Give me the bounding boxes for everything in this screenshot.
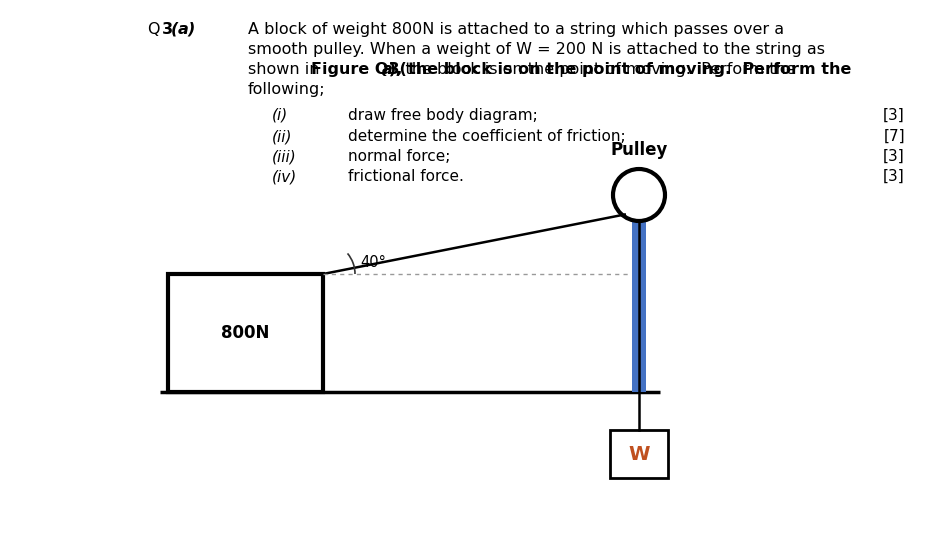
Text: Figure Q3(: Figure Q3(: [312, 62, 407, 77]
Bar: [610, 430, 668, 478]
Text: shown in: shown in: [248, 62, 325, 77]
Text: 800N: 800N: [221, 324, 270, 342]
Text: [3]: [3]: [884, 149, 905, 164]
Text: Q: Q: [148, 22, 166, 37]
Text: ), the block is on the point of moving.  Perform the: ), the block is on the point of moving. …: [389, 62, 796, 77]
Bar: [632, 220, 646, 392]
Text: W: W: [628, 444, 650, 463]
Bar: [168, 274, 323, 392]
Text: a: a: [382, 62, 393, 77]
Text: frictional force.: frictional force.: [348, 169, 464, 184]
Text: (: (: [171, 22, 179, 37]
Text: ), the block is on the point of moving.  Perform the: ), the block is on the point of moving. …: [389, 62, 852, 77]
Text: 40°: 40°: [360, 255, 386, 270]
Text: (ii): (ii): [272, 129, 293, 144]
Text: smooth pulley. When a weight of W = 200 N is attached to the string as: smooth pulley. When a weight of W = 200 …: [248, 42, 825, 57]
Text: draw free body diagram;: draw free body diagram;: [348, 108, 538, 123]
Text: [3]: [3]: [884, 169, 905, 184]
Text: determine the coefficient of friction;: determine the coefficient of friction;: [348, 129, 625, 144]
Text: [3]: [3]: [884, 108, 905, 123]
Text: Pulley: Pulley: [610, 141, 667, 159]
Text: (iii): (iii): [272, 149, 297, 164]
Text: A block of weight 800N is attached to a string which passes over a: A block of weight 800N is attached to a …: [248, 22, 784, 37]
Text: (i): (i): [272, 108, 288, 123]
Text: 3: 3: [162, 22, 173, 37]
Text: a: a: [178, 22, 189, 37]
Text: (iv): (iv): [272, 169, 298, 184]
Circle shape: [613, 169, 665, 221]
Text: [7]: [7]: [884, 129, 905, 144]
Text: following;: following;: [248, 82, 326, 97]
Text: ): ): [187, 22, 195, 37]
Text: normal force;: normal force;: [348, 149, 450, 164]
